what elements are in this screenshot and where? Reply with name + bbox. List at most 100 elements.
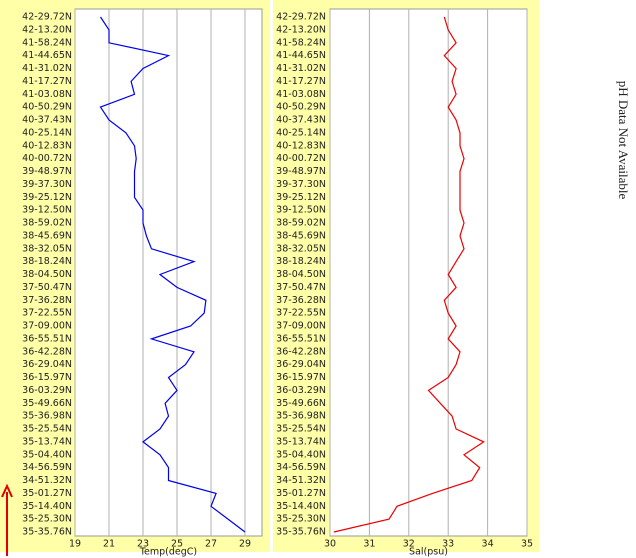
x-tick-label: 32 xyxy=(403,539,415,550)
y-tick-label: 36-55.51N xyxy=(22,333,72,344)
y-tick-label: 40-37.43N xyxy=(22,115,72,126)
y-tick-label: 35-14.40N xyxy=(22,501,72,512)
y-tick-label: 39-48.97N xyxy=(276,166,326,177)
y-tick-label: 35-14.40N xyxy=(276,501,326,512)
y-tick-label: 40-50.29N xyxy=(276,102,326,113)
y-tick-label: 38-18.24N xyxy=(276,256,326,267)
y-tick-label: 36-15.97N xyxy=(22,372,72,383)
y-tick-label: 41-17.27N xyxy=(276,76,326,87)
y-tick-label: 42-13.20N xyxy=(276,24,326,35)
y-tick-label: 40-00.72N xyxy=(276,153,326,164)
y-tick-label: 35-35.76N xyxy=(22,527,72,538)
data-line xyxy=(99,16,246,533)
y-tick-label: 41-44.65N xyxy=(276,50,326,61)
y-tick-label: 35-49.66N xyxy=(22,398,72,409)
y-tick-label: 41-03.08N xyxy=(22,89,72,100)
y-tick-label: 40-12.83N xyxy=(22,140,72,151)
y-tick-label: 37-22.55N xyxy=(22,308,72,319)
y-tick-label: 37-36.28N xyxy=(276,295,326,306)
y-tick-label: 35-13.74N xyxy=(276,436,326,447)
y-tick-label: 35-35.76N xyxy=(276,527,326,538)
y-tick-label: 37-22.55N xyxy=(276,308,326,319)
y-tick-label: 42-29.72N xyxy=(276,12,326,23)
plot-area xyxy=(74,8,263,537)
y-tick-label: 41-44.65N xyxy=(22,50,72,61)
x-tick-label: 25 xyxy=(171,539,183,550)
y-tick-label: 36-29.04N xyxy=(22,359,72,370)
y-tick-label: 39-37.30N xyxy=(22,179,72,190)
y-tick-label: 36-15.97N xyxy=(276,372,326,383)
x-tick-label: 19 xyxy=(69,539,81,550)
y-tick-label: 40-50.29N xyxy=(22,102,72,113)
y-tick-label: 41-58.24N xyxy=(22,37,72,48)
x-tick-label: 27 xyxy=(205,539,217,550)
y-tick-label: 39-37.30N xyxy=(276,179,326,190)
y-tick-label: 38-04.50N xyxy=(22,269,72,280)
y-tick-label: 42-29.72N xyxy=(22,12,72,23)
y-tick-label: 35-01.27N xyxy=(22,488,72,499)
x-tick-label: 35 xyxy=(521,539,533,550)
y-tick-label: 42-13.20N xyxy=(22,24,72,35)
y-tick-label: 39-25.12N xyxy=(276,192,326,203)
y-tick-label: 34-56.59N xyxy=(276,462,326,473)
x-tick-label: 23 xyxy=(137,539,149,550)
x-tick-label: 33 xyxy=(442,539,454,550)
x-axis-label: Temp(degC) xyxy=(139,547,197,558)
y-tick-label: 40-25.14N xyxy=(22,127,72,138)
y-tick-label: 35-25.54N xyxy=(22,424,72,435)
y-tick-label: 34-56.59N xyxy=(22,462,72,473)
y-tick-label: 35-25.30N xyxy=(276,514,326,525)
y-tick-label: 36-42.28N xyxy=(276,346,326,357)
y-tick-label: 37-09.00N xyxy=(276,321,326,332)
y-tick-label: 37-36.28N xyxy=(22,295,72,306)
y-tick-label: 41-17.27N xyxy=(22,76,72,87)
y-tick-label: 35-36.98N xyxy=(22,411,72,422)
side-note: pH Data Not Available xyxy=(616,81,631,200)
y-tick-label: 36-42.28N xyxy=(22,346,72,357)
y-tick-label: 35-01.27N xyxy=(276,488,326,499)
y-tick-label: 36-55.51N xyxy=(276,333,326,344)
y-tick-label: 41-03.08N xyxy=(276,89,326,100)
direction-arrow xyxy=(1,483,13,556)
y-tick-label: 39-12.50N xyxy=(22,205,72,216)
y-tick-label: 38-32.05N xyxy=(22,243,72,254)
x-axis-label: Sal(psu) xyxy=(409,547,448,558)
y-tick-label: 40-37.43N xyxy=(276,115,326,126)
y-tick-label: 36-03.29N xyxy=(276,385,326,396)
y-tick-label: 40-12.83N xyxy=(276,140,326,151)
x-tick-label: 31 xyxy=(363,539,375,550)
y-tick-label: 41-31.02N xyxy=(276,63,326,74)
y-tick-label: 35-13.74N xyxy=(22,436,72,447)
y-tick-label: 38-04.50N xyxy=(276,269,326,280)
y-tick-label: 35-04.40N xyxy=(22,449,72,460)
y-tick-label: 37-50.47N xyxy=(22,282,72,293)
y-tick-label: 38-45.69N xyxy=(276,230,326,241)
y-tick-label: 35-25.30N xyxy=(22,514,72,525)
y-tick-label: 38-59.02N xyxy=(276,218,326,229)
y-tick-label: 34-51.32N xyxy=(276,475,326,486)
y-tick-label: 39-25.12N xyxy=(22,192,72,203)
y-tick-label: 38-18.24N xyxy=(22,256,72,267)
data-line xyxy=(333,16,485,533)
x-tick-label: 30 xyxy=(324,539,336,550)
y-tick-label: 38-45.69N xyxy=(22,230,72,241)
y-tick-label: 41-31.02N xyxy=(22,63,72,74)
y-tick-label: 39-48.97N xyxy=(22,166,72,177)
y-tick-label: 35-04.40N xyxy=(276,449,326,460)
x-tick-label: 21 xyxy=(103,539,115,550)
y-tick-label: 37-50.47N xyxy=(276,282,326,293)
x-tick-label: 29 xyxy=(239,539,251,550)
y-tick-label: 40-25.14N xyxy=(276,127,326,138)
y-tick-label: 35-25.54N xyxy=(276,424,326,435)
plot-area xyxy=(329,8,528,537)
y-tick-label: 35-49.66N xyxy=(276,398,326,409)
y-tick-label: 38-32.05N xyxy=(276,243,326,254)
y-tick-label: 34-51.32N xyxy=(22,475,72,486)
y-tick-label: 39-12.50N xyxy=(276,205,326,216)
y-tick-label: 35-36.98N xyxy=(276,411,326,422)
y-tick-label: 37-09.00N xyxy=(22,321,72,332)
y-tick-label: 36-03.29N xyxy=(22,385,72,396)
y-tick-label: 36-29.04N xyxy=(276,359,326,370)
x-tick-label: 34 xyxy=(482,539,494,550)
